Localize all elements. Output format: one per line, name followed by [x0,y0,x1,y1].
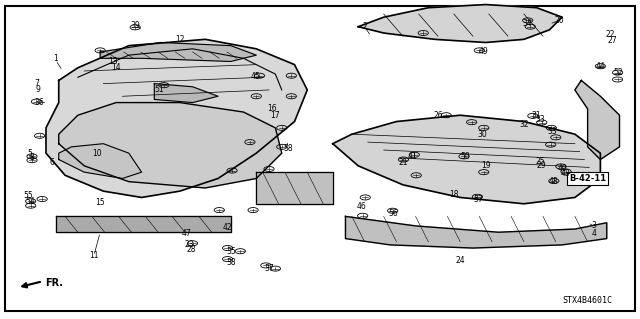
Text: 8: 8 [29,153,35,162]
Text: 53: 53 [548,127,557,136]
Text: 37: 37 [264,264,274,273]
Text: 10: 10 [92,149,102,158]
Text: 54: 54 [25,197,35,206]
Text: 5: 5 [28,149,33,158]
Text: 51: 51 [155,85,164,94]
Text: 32: 32 [519,120,529,129]
Text: 52: 52 [613,68,623,77]
Text: 7: 7 [34,79,39,88]
Text: 13: 13 [108,57,118,66]
Text: 6: 6 [50,158,55,167]
Text: STX4B4601C: STX4B4601C [563,296,612,305]
Polygon shape [346,216,607,248]
Text: FR.: FR. [45,278,63,288]
Text: 58: 58 [284,144,293,153]
Polygon shape [358,4,562,42]
Text: 34: 34 [522,19,532,28]
Text: 43: 43 [561,169,570,178]
Polygon shape [59,103,282,188]
Polygon shape [256,172,333,204]
Text: 21: 21 [398,158,408,167]
Text: 20: 20 [554,16,564,25]
Text: 2: 2 [362,22,367,31]
Text: 27: 27 [607,36,617,45]
Text: 56: 56 [388,209,398,218]
Text: 39: 39 [131,21,140,30]
Text: 12: 12 [175,35,184,44]
Text: 3: 3 [591,221,596,230]
Polygon shape [46,39,307,197]
Text: 57: 57 [473,195,483,204]
Text: 30: 30 [477,130,488,139]
Text: 46: 46 [356,203,366,211]
Text: 38: 38 [226,258,236,267]
Polygon shape [100,42,256,62]
Polygon shape [333,115,600,204]
Text: 47: 47 [181,229,191,238]
Text: 25: 25 [535,157,545,166]
Text: 14: 14 [111,63,121,72]
Text: 41: 41 [408,152,417,161]
Text: 44: 44 [595,62,605,71]
Text: 35: 35 [226,247,236,256]
Text: 36: 36 [35,98,45,107]
Text: 40: 40 [557,165,567,174]
Text: 9: 9 [35,85,40,94]
FancyBboxPatch shape [4,6,636,311]
Text: 18: 18 [449,190,459,199]
Text: 19: 19 [481,161,490,170]
Text: 11: 11 [89,251,99,260]
Text: 42: 42 [223,223,232,232]
Text: 28: 28 [186,245,196,254]
Text: 48: 48 [549,177,559,186]
Text: 16: 16 [268,104,277,113]
Polygon shape [59,144,141,178]
Text: B-42-11: B-42-11 [569,174,606,183]
Text: 55: 55 [23,191,33,200]
Text: 24: 24 [456,256,465,265]
Text: 17: 17 [271,111,280,120]
Text: 15: 15 [95,198,105,207]
Polygon shape [56,216,231,232]
Text: 49: 49 [479,48,489,56]
Text: 1: 1 [53,54,58,63]
Text: 33: 33 [535,115,545,123]
Text: 4: 4 [591,229,596,238]
Polygon shape [575,80,620,160]
Text: 26: 26 [433,111,443,120]
Text: 50: 50 [460,152,470,161]
Polygon shape [154,84,218,103]
Text: 45: 45 [250,72,260,81]
Text: 29: 29 [537,161,547,170]
Text: 23: 23 [184,241,194,249]
Text: 31: 31 [532,111,541,120]
Text: 22: 22 [605,30,614,39]
